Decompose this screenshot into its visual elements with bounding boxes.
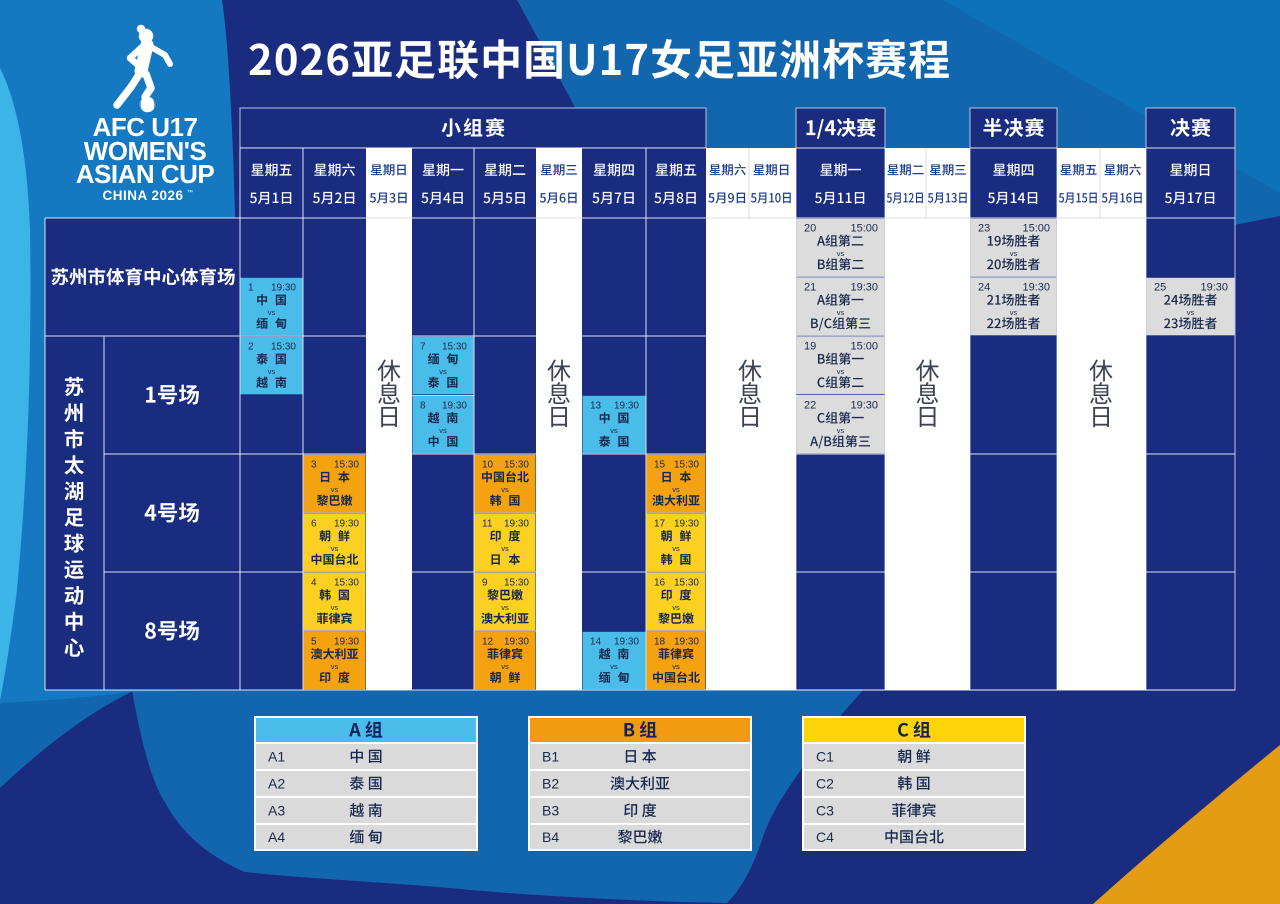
svg-text:vs: vs	[331, 485, 339, 494]
svg-text:vs: vs	[1010, 249, 1018, 258]
svg-text:B1: B1	[542, 749, 559, 765]
svg-text:vs: vs	[268, 367, 276, 376]
svg-text:vs: vs	[610, 662, 618, 671]
svg-text:15:30: 15:30	[442, 342, 467, 353]
svg-text:2: 2	[248, 342, 254, 353]
svg-text:9: 9	[482, 578, 488, 589]
svg-text:ASIAN CUP: ASIAN CUP	[76, 159, 215, 189]
svg-text:A2: A2	[268, 776, 285, 792]
svg-text:15:00: 15:00	[850, 341, 878, 353]
svg-text:19:30: 19:30	[1022, 282, 1050, 294]
svg-text:17: 17	[654, 519, 666, 530]
svg-text:vs: vs	[268, 308, 276, 317]
svg-text:B3: B3	[542, 803, 559, 819]
svg-text:7: 7	[420, 342, 426, 353]
svg-text:vs: vs	[439, 426, 447, 435]
svg-text:22: 22	[804, 400, 816, 412]
svg-text:WOMEN'S: WOMEN'S	[84, 136, 207, 166]
svg-text:23: 23	[978, 223, 990, 235]
svg-text:vs: vs	[331, 544, 339, 553]
svg-text:vs: vs	[439, 367, 447, 376]
svg-text:20: 20	[804, 223, 816, 235]
svg-text:5: 5	[311, 637, 317, 648]
svg-text:19:30: 19:30	[334, 519, 359, 530]
svg-text:21: 21	[804, 282, 816, 294]
svg-text:16: 16	[654, 578, 666, 589]
svg-text:11: 11	[482, 519, 493, 530]
svg-text:19:30: 19:30	[1200, 282, 1228, 294]
svg-text:vs: vs	[1187, 308, 1195, 317]
svg-text:vs: vs	[672, 662, 680, 671]
svg-text:vs: vs	[672, 544, 680, 553]
svg-text:13: 13	[590, 401, 602, 412]
svg-text:B2: B2	[542, 776, 559, 792]
svg-text:15:00: 15:00	[1022, 223, 1050, 235]
svg-text:CHINA 2026: CHINA 2026	[102, 188, 183, 203]
svg-text:15:30: 15:30	[334, 460, 359, 471]
svg-text:25: 25	[1154, 282, 1166, 294]
svg-text:18: 18	[654, 637, 666, 648]
svg-text:vs: vs	[501, 544, 509, 553]
svg-text:C2: C2	[816, 776, 834, 792]
svg-text:vs: vs	[610, 426, 618, 435]
svg-text:vs: vs	[1010, 308, 1018, 317]
svg-text:vs: vs	[837, 426, 845, 435]
svg-text:19:30: 19:30	[850, 282, 878, 294]
svg-text:C3: C3	[816, 803, 834, 819]
svg-text:15: 15	[654, 460, 666, 471]
svg-text:15:30: 15:30	[334, 578, 359, 589]
svg-text:15:30: 15:30	[504, 460, 529, 471]
svg-text:19:30: 19:30	[504, 519, 529, 530]
svg-text:19:30: 19:30	[442, 401, 467, 412]
svg-text:15:00: 15:00	[850, 223, 878, 235]
svg-text:vs: vs	[672, 603, 680, 612]
svg-text:™: ™	[187, 189, 193, 196]
svg-text:6: 6	[311, 519, 317, 530]
svg-text:15:30: 15:30	[504, 578, 529, 589]
svg-text:1: 1	[248, 283, 254, 294]
svg-text:19:30: 19:30	[504, 637, 529, 648]
svg-text:C4: C4	[816, 829, 834, 845]
svg-text:12: 12	[482, 637, 494, 648]
svg-text:vs: vs	[672, 485, 680, 494]
svg-text:19:30: 19:30	[674, 637, 699, 648]
svg-text:3: 3	[311, 460, 317, 471]
svg-text:10: 10	[482, 460, 494, 471]
svg-text:vs: vs	[331, 603, 339, 612]
svg-text:4: 4	[311, 578, 317, 589]
svg-text:8: 8	[420, 401, 426, 412]
svg-text:24: 24	[978, 282, 990, 294]
svg-text:vs: vs	[837, 249, 845, 258]
svg-text:A1: A1	[268, 749, 285, 765]
svg-text:A3: A3	[268, 803, 285, 819]
svg-text:B4: B4	[542, 829, 559, 845]
svg-text:AFC U17: AFC U17	[93, 112, 198, 142]
svg-text:vs: vs	[501, 662, 509, 671]
svg-text:vs: vs	[331, 662, 339, 671]
svg-text:vs: vs	[837, 367, 845, 376]
svg-text:19:30: 19:30	[271, 283, 296, 294]
svg-text:14: 14	[590, 637, 602, 648]
svg-text:vs: vs	[501, 603, 509, 612]
svg-text:15:30: 15:30	[271, 342, 296, 353]
svg-text:C1: C1	[816, 749, 834, 765]
svg-text:19:30: 19:30	[850, 400, 878, 412]
svg-text:19: 19	[804, 341, 816, 353]
svg-text:19:30: 19:30	[334, 637, 359, 648]
svg-text:15:30: 15:30	[674, 460, 699, 471]
svg-text:15:30: 15:30	[674, 578, 699, 589]
svg-text:vs: vs	[837, 308, 845, 317]
svg-text:vs: vs	[501, 485, 509, 494]
svg-text:19:30: 19:30	[614, 637, 639, 648]
svg-text:19:30: 19:30	[674, 519, 699, 530]
svg-text:A4: A4	[268, 829, 285, 845]
svg-text:19:30: 19:30	[614, 401, 639, 412]
